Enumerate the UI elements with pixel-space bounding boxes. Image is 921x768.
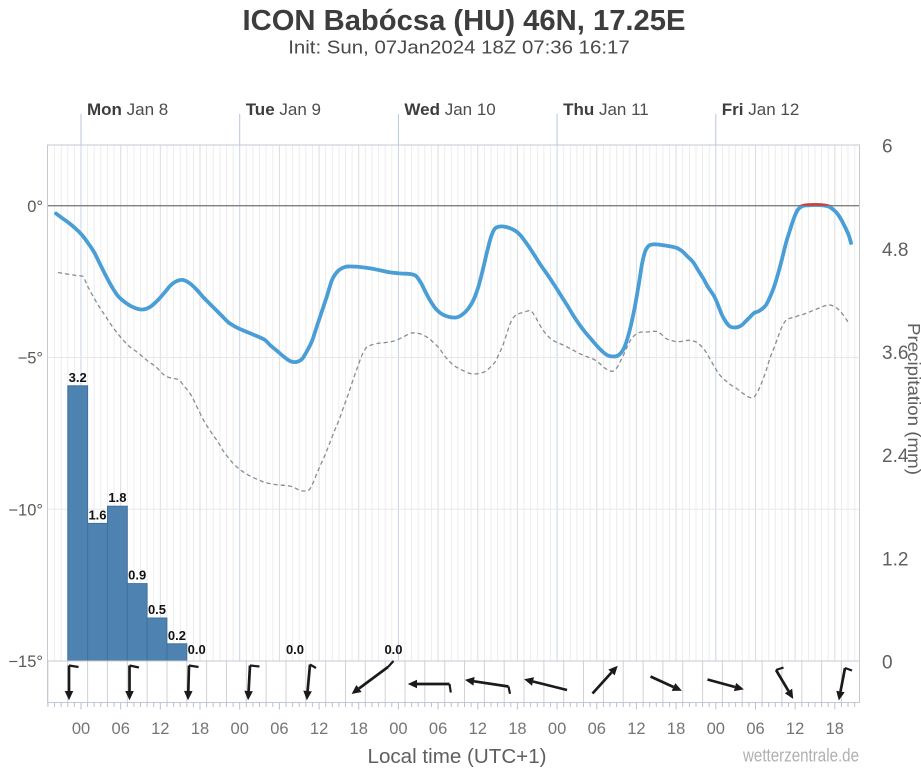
svg-text:1.2: 1.2 — [882, 549, 908, 570]
svg-text:12: 12 — [310, 720, 328, 738]
svg-text:Wed Jan 10: Wed Jan 10 — [404, 100, 495, 119]
svg-text:Precipitation (mm): Precipitation (mm) — [904, 323, 921, 475]
svg-text:18: 18 — [191, 720, 209, 738]
svg-text:0.0: 0.0 — [286, 642, 304, 657]
svg-text:Tue Jan 9: Tue Jan 9 — [246, 100, 321, 119]
svg-text:12: 12 — [627, 720, 645, 738]
svg-text:Local time (UTC+1): Local time (UTC+1) — [368, 746, 547, 768]
svg-text:00: 00 — [231, 720, 249, 738]
svg-text:1.6: 1.6 — [88, 507, 106, 522]
svg-text:0.5: 0.5 — [148, 602, 166, 617]
svg-text:0: 0 — [882, 653, 893, 674]
svg-text:6: 6 — [882, 137, 893, 158]
svg-text:12: 12 — [469, 720, 487, 738]
svg-text:0.0: 0.0 — [384, 642, 402, 657]
svg-text:wetterzentrale.de: wetterzentrale.de — [742, 746, 859, 766]
svg-text:Thu Jan 11: Thu Jan 11 — [563, 100, 649, 119]
svg-text:Init: Sun, 07Jan2024 18Z 07:36: Init: Sun, 07Jan2024 18Z 07:36 16:17 — [288, 38, 630, 58]
svg-text:0°: 0° — [27, 198, 43, 216]
svg-text:06: 06 — [588, 720, 606, 738]
svg-text:18: 18 — [350, 720, 368, 738]
svg-text:0.9: 0.9 — [128, 568, 146, 583]
svg-text:Fri Jan 12: Fri Jan 12 — [722, 100, 800, 119]
svg-text:00: 00 — [548, 720, 566, 738]
svg-text:06: 06 — [270, 720, 288, 738]
svg-text:00: 00 — [707, 720, 725, 738]
svg-text:−10°: −10° — [8, 501, 43, 519]
svg-text:12: 12 — [151, 720, 169, 738]
svg-text:06: 06 — [112, 720, 130, 738]
svg-text:0.2: 0.2 — [168, 628, 186, 643]
svg-text:18: 18 — [826, 720, 844, 738]
svg-text:2.4: 2.4 — [882, 446, 909, 467]
svg-text:12: 12 — [786, 720, 804, 738]
svg-text:−5°: −5° — [18, 350, 43, 368]
svg-text:4.8: 4.8 — [882, 240, 908, 261]
svg-text:06: 06 — [429, 720, 447, 738]
svg-text:Mon Jan 8: Mon Jan 8 — [87, 100, 168, 119]
svg-text:3.6: 3.6 — [882, 343, 908, 364]
svg-text:3.2: 3.2 — [69, 370, 87, 385]
svg-text:00: 00 — [389, 720, 407, 738]
svg-text:00: 00 — [72, 720, 90, 738]
svg-text:1.8: 1.8 — [108, 490, 126, 505]
svg-text:ICON Babócsa (HU) 46N, 17.25E: ICON Babócsa (HU) 46N, 17.25E — [243, 5, 686, 37]
svg-text:18: 18 — [667, 720, 685, 738]
svg-text:06: 06 — [746, 720, 764, 738]
svg-text:0.0: 0.0 — [188, 642, 206, 657]
svg-text:−15°: −15° — [8, 653, 43, 671]
svg-text:18: 18 — [508, 720, 526, 738]
